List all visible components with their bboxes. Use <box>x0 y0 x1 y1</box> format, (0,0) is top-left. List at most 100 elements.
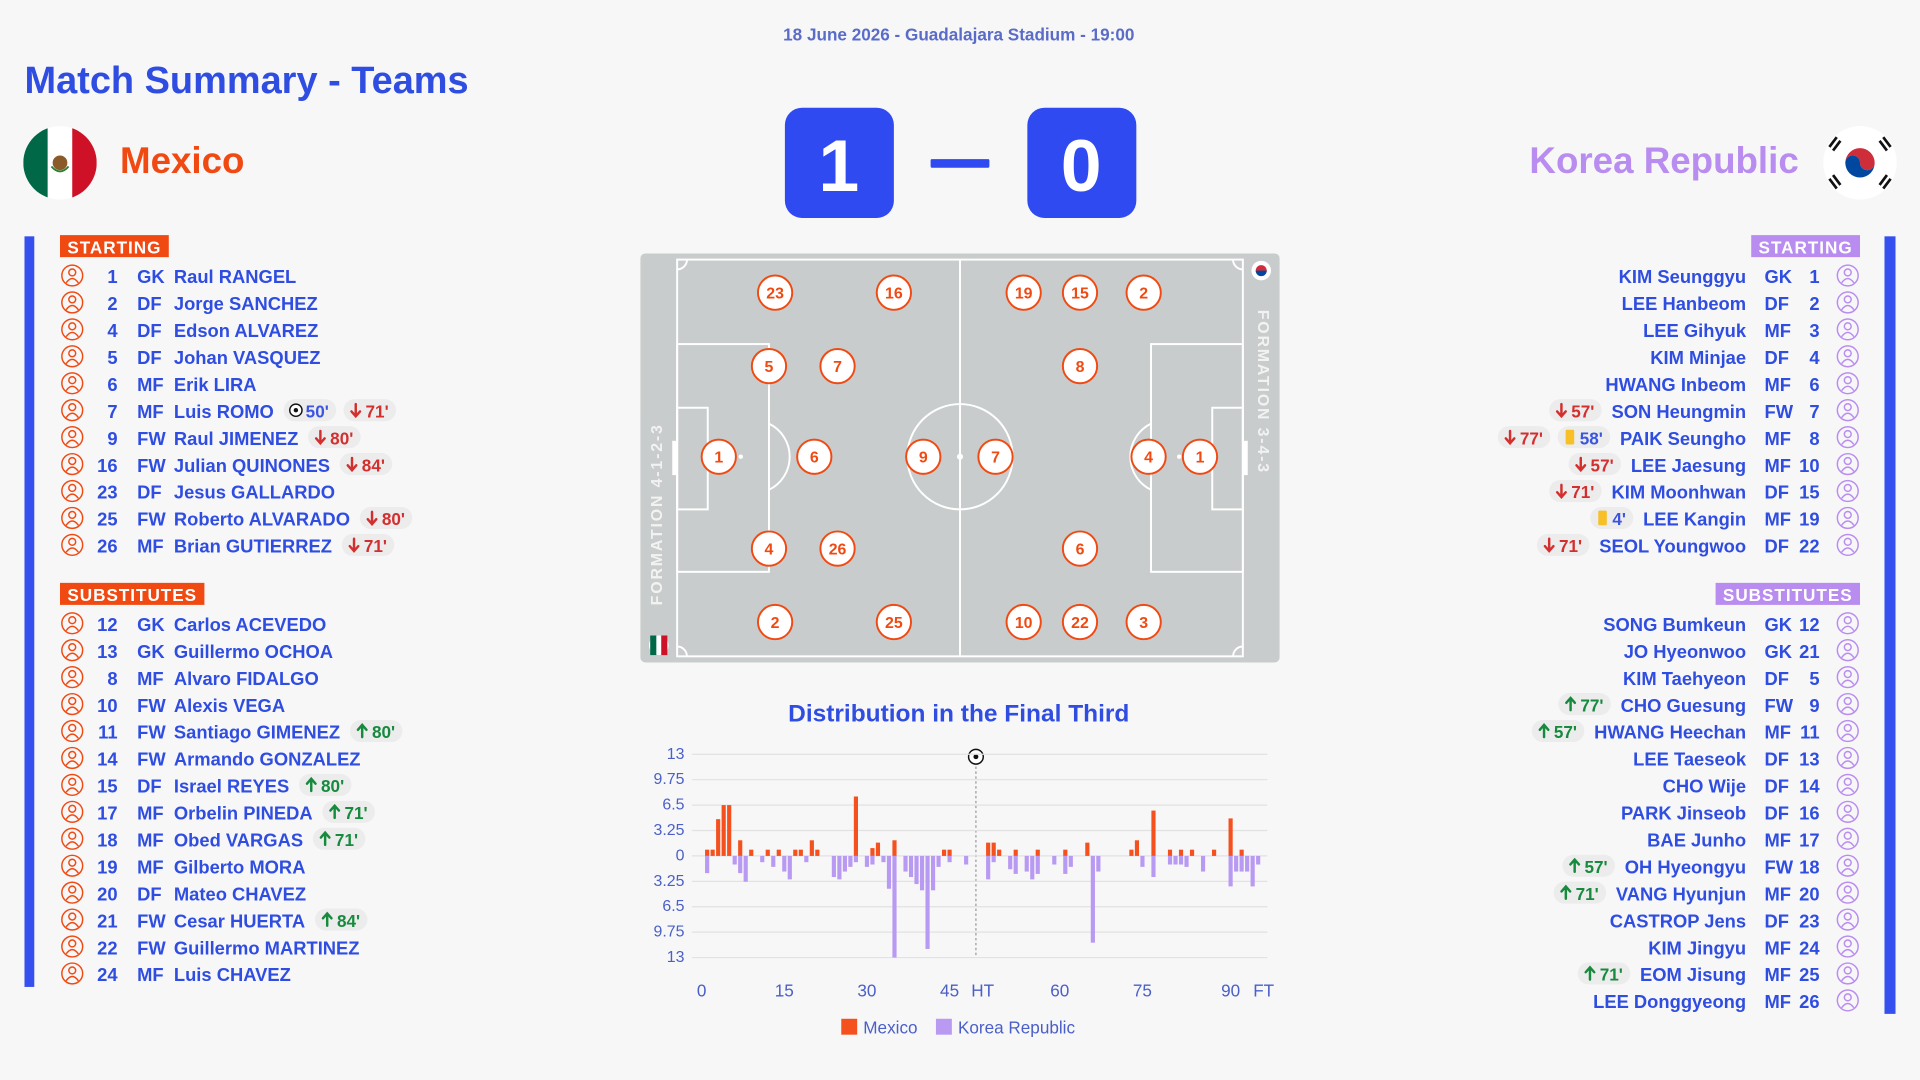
bar <box>798 849 803 856</box>
player-name: LEE Jaesung <box>1631 455 1746 476</box>
player-marker <box>750 530 788 567</box>
bar <box>1085 842 1090 856</box>
player-icon <box>61 291 84 314</box>
home-formation: FORMATION 4-1-2-3 <box>649 423 666 605</box>
player-number: 14 <box>1799 776 1820 797</box>
player-name: PARK Jinseob <box>1621 803 1746 824</box>
player-name: Luis ROMO <box>174 401 274 422</box>
player-icon-ring <box>1836 426 1859 449</box>
player-marker-number: 7 <box>833 359 842 376</box>
player-icon-ring <box>1836 399 1859 422</box>
x-tick-label: 15 <box>775 981 794 1001</box>
player-icon-body <box>65 948 79 955</box>
player-number: 7 <box>107 401 117 422</box>
event-minute: 84' <box>337 911 360 931</box>
player-name: EOM Jisung <box>1640 964 1746 985</box>
event-ball-center <box>293 408 299 413</box>
player-icon-body <box>1841 1002 1855 1009</box>
player-icon-head <box>68 966 77 975</box>
y-tick-label: 13 <box>667 746 685 763</box>
player-icon <box>61 533 84 557</box>
player-icon-ring <box>61 426 84 449</box>
player-icon <box>61 426 84 449</box>
player-icon-ring <box>61 264 84 287</box>
bar <box>991 842 996 856</box>
bar <box>1239 849 1244 856</box>
player-marker <box>1005 603 1042 641</box>
player-name: KIM Taehyeon <box>1623 668 1746 689</box>
player-icon <box>1836 800 1859 823</box>
player-icon-head <box>68 402 77 412</box>
player-name: LEE Kangin <box>1643 509 1746 530</box>
player-icon-head <box>1843 322 1852 331</box>
player-icon-head <box>1843 268 1852 277</box>
player-number: 15 <box>97 776 117 797</box>
away-formation: FORMATION 3-4-3 <box>1254 310 1271 474</box>
event-yellow-card <box>1598 510 1607 526</box>
legend-swatch <box>841 1018 858 1035</box>
player-icon-body <box>65 787 79 793</box>
player-icon-body <box>65 706 79 712</box>
event-minute: 71' <box>364 536 387 556</box>
player-icon-head <box>68 268 77 277</box>
player-icon-ring <box>61 935 84 958</box>
player-icon-head <box>68 912 77 921</box>
player-icon-body <box>1841 358 1855 365</box>
bar <box>1173 855 1178 865</box>
player-icon <box>1836 318 1859 341</box>
player-number: 17 <box>97 803 117 824</box>
section-label: STARTING <box>1759 237 1853 257</box>
player-icon-body <box>65 733 79 739</box>
player-icon-head <box>68 723 77 733</box>
player-name: Raul JIMENEZ <box>174 428 298 449</box>
player-icon-body <box>1841 948 1855 955</box>
bar <box>908 855 914 878</box>
player-name: Julian QUINONES <box>174 455 330 476</box>
player-icon <box>61 479 84 503</box>
player-number: 8 <box>1809 428 1819 449</box>
player-marker-number: 9 <box>919 449 928 466</box>
player-icon <box>1836 935 1859 958</box>
player-number: 4 <box>107 320 118 341</box>
x-tick-label: 0 <box>697 981 707 1001</box>
event-arrow <box>321 911 333 927</box>
player-name: Raul RANGEL <box>174 266 296 287</box>
bar <box>930 855 936 891</box>
player-marker-number: 6 <box>810 449 819 466</box>
player-icon-body <box>1841 466 1855 472</box>
player-icon-body <box>65 547 79 553</box>
event-minute: 71' <box>366 401 389 421</box>
bar <box>760 855 765 863</box>
player-marker-number: 3 <box>1139 615 1148 632</box>
player-name: SONG Bumkeun <box>1603 614 1746 635</box>
event-arrow <box>1575 456 1587 473</box>
event-minute: 71' <box>335 830 358 850</box>
event-minute: 77' <box>1580 695 1603 715</box>
player-icon-body <box>1841 331 1855 338</box>
player-position: MF <box>137 803 164 824</box>
event-minute: 80' <box>382 509 405 529</box>
away-score-box <box>1027 107 1137 218</box>
event-minute: 84' <box>362 455 385 475</box>
player-name: KIM Moonhwan <box>1611 482 1746 503</box>
player-position: DF <box>1764 347 1788 368</box>
player-marker <box>1061 274 1099 311</box>
bar <box>1063 849 1068 856</box>
bar <box>765 849 770 856</box>
player-number: 15 <box>1799 482 1819 503</box>
player-icon-ring <box>61 291 84 314</box>
bar <box>732 855 737 865</box>
player-icon-head <box>68 939 77 948</box>
event-arrow <box>348 537 360 553</box>
player-icon <box>61 666 84 689</box>
bar <box>804 855 809 863</box>
player-icon <box>1836 719 1859 743</box>
player-icon-head <box>1843 295 1852 304</box>
player-icon-head <box>1843 349 1852 358</box>
player-icon <box>1836 881 1859 904</box>
player-icon-ring <box>1836 639 1859 662</box>
player-position: DF <box>137 320 161 341</box>
pitch <box>640 253 1280 663</box>
player-position: GK <box>137 614 165 635</box>
y-tick-label: 3.25 <box>654 822 685 839</box>
